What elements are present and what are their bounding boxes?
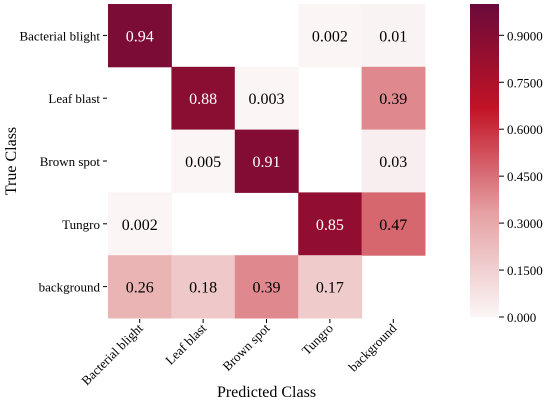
cell-value-label: 0.39 (253, 280, 281, 297)
heatmap-cell (361, 192, 426, 256)
y-tick-label: Brown spot (40, 154, 101, 169)
heatmap-cell (234, 129, 299, 193)
heatmap-cell (234, 66, 299, 131)
colorbar-tick-label: 0.4500 (507, 169, 543, 184)
cell-value-label: 0.18 (189, 280, 217, 297)
colorbar-tick-label: 0.3000 (507, 216, 543, 231)
colorbar-tick-label: 0.6000 (507, 122, 543, 137)
colorbar-tick-label: 0.9000 (507, 28, 543, 43)
cell-value-label: 0.03 (379, 154, 407, 171)
colorbar-ticks: 0.000 0.1500 0.3000 0.4500 0.6000 0.7500 0.900… (499, 28, 543, 325)
heatmap-cell (361, 66, 426, 131)
x-tick-label: Leaf blast (162, 320, 209, 367)
heatmap-cell (298, 255, 363, 319)
x-tick-label: Tungro (299, 321, 336, 358)
x-tick-label: Brown spot (219, 320, 273, 374)
x-tick-label: Bacterial blight (78, 320, 146, 388)
y-tick-label: Leaf blast (48, 91, 100, 106)
heatmap-cell (361, 4, 426, 68)
heatmap-cell-labels: 0.94 0.002 0.01 0.88 0.003 0.39 0.005 0.91 0.03 0… (122, 28, 408, 296)
heatmap-cell (108, 4, 172, 68)
colorbar-tick-label: 0.000 (507, 310, 536, 325)
y-tick-label: Tungro (62, 217, 100, 232)
cell-value-label: 0.88 (189, 91, 217, 108)
cell-value-label: 0.47 (379, 217, 407, 234)
cell-value-label: 0.17 (316, 280, 344, 297)
x-tick-label: background (345, 320, 399, 374)
colorbar (470, 4, 499, 317)
heatmap-cell (361, 129, 426, 193)
x-axis-ticks: Bacterial blight Leaf blast Brown spot Tung… (78, 319, 400, 388)
heatmap-cells (108, 4, 426, 319)
heatmap-cell (171, 129, 236, 193)
cell-value-label: 0.01 (379, 28, 407, 45)
heatmap-cell (234, 255, 299, 319)
y-tick-label: background (39, 280, 101, 295)
y-axis-ticks: Bacterial blight Leaf blast Brown spot Tung… (19, 28, 107, 295)
heatmap-cell (171, 255, 236, 319)
cell-value-label: 0.003 (249, 91, 285, 108)
cell-value-label: 0.002 (122, 217, 158, 234)
heatmap-cell (298, 4, 363, 68)
cell-value-label: 0.39 (379, 91, 407, 108)
y-axis-label: True Class (3, 127, 20, 195)
colorbar-tick-label: 0.7500 (507, 75, 543, 90)
cell-value-label: 0.91 (253, 154, 281, 171)
x-axis-label: Predicted Class (217, 384, 316, 401)
heatmap-cell (108, 255, 172, 319)
cell-value-label: 0.26 (126, 280, 154, 297)
cell-value-label: 0.94 (126, 28, 154, 45)
y-tick-label: Bacterial blight (19, 28, 100, 43)
heatmap-cell (108, 192, 172, 256)
cell-value-label: 0.85 (316, 217, 344, 234)
cell-value-label: 0.002 (312, 28, 348, 45)
cell-value-label: 0.005 (185, 154, 221, 171)
heatmap-cell (298, 192, 363, 256)
heatmap-cell (171, 66, 236, 131)
colorbar-tick-label: 0.1500 (507, 263, 543, 278)
